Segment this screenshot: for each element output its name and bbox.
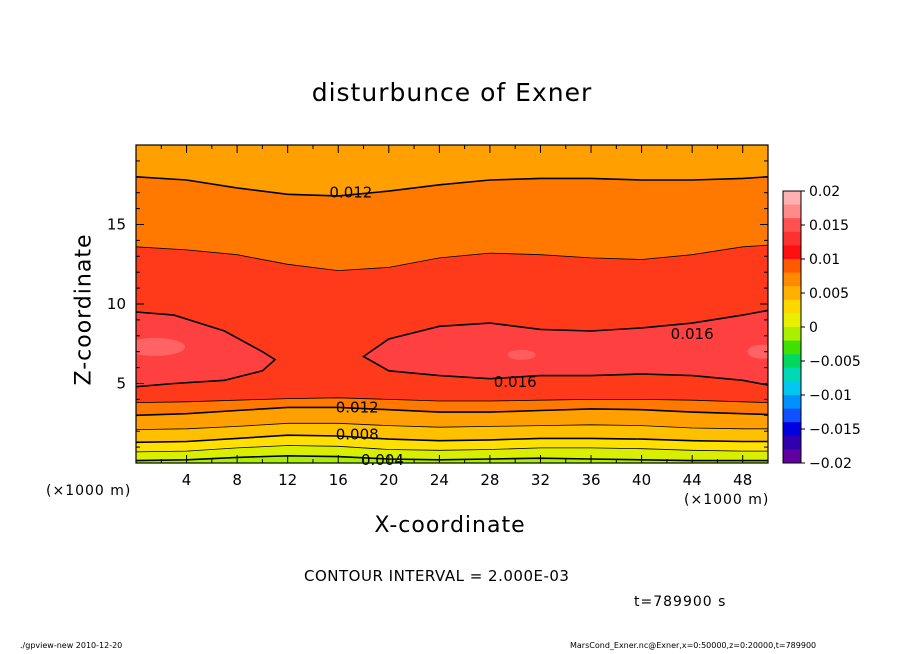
colorbar-swatch <box>783 408 801 423</box>
x-tick-label: 40 <box>632 471 651 489</box>
fill-spot-0.018-left <box>136 337 185 356</box>
fill-spot-0.018-right <box>747 344 768 359</box>
contour-line-0.008-2 <box>136 434 768 444</box>
footer-left: ./gpview-new 2010-12-20 <box>20 641 123 650</box>
chart-title: disturbunce of Exner <box>311 78 593 107</box>
contour-labels: 0.012 0.016 0.016 0.012 0.008 0.004 <box>329 184 714 469</box>
contour-line-0.014-5 <box>136 397 768 403</box>
contour-line-0.012-7 <box>136 176 768 197</box>
filled-contours <box>136 145 768 463</box>
colorbar-swatch <box>783 299 801 314</box>
colorbar-swatch <box>783 354 801 369</box>
colorbar-label: −0.015 <box>809 422 861 438</box>
fill-band-below-0.004 <box>136 455 768 463</box>
colorbar-label: −0.01 <box>809 388 852 404</box>
fill-spot-0.018-center <box>507 349 536 360</box>
colorbar-swatch <box>783 449 801 464</box>
contour-line-0.006-1 <box>136 445 768 453</box>
contour-label-0: 0.012 <box>329 184 372 202</box>
contour-line-0.016-closed-0 <box>136 311 277 388</box>
colorbar-swatch <box>783 340 801 355</box>
colorbar-swatch <box>783 286 801 301</box>
colorbar-label: 0 <box>809 320 818 336</box>
x-tick-label: 20 <box>379 471 398 489</box>
colorbar-swatch <box>783 422 801 437</box>
colorbar-swatch <box>783 231 801 246</box>
contour-interval-text: CONTOUR INTERVAL = 2.000E-03 <box>304 567 570 585</box>
colorbar-swatch <box>783 313 801 328</box>
contour-label-4: 0.008 <box>336 425 379 443</box>
x-tick-label: 28 <box>480 471 499 489</box>
fill-region-0.016-1 <box>363 310 768 386</box>
colorbar: 0.02 0.015 0.01 0.005 0 −0.005 −0.01 −0.015 −0.0… <box>782 184 861 472</box>
colorbar-swatch <box>783 272 801 287</box>
x-axis-ticks: 4 8 12 16 20 24 28 32 36 40 44 48 <box>160 145 752 489</box>
colorbar-swatch <box>783 395 801 410</box>
colorbar-swatch <box>783 245 801 260</box>
contour-line-0.016-closed-1 <box>361 309 768 386</box>
colorbar-swatch <box>783 367 801 382</box>
x-axis-unit: (×1000 m) <box>684 492 770 508</box>
colorbar-label: −0.02 <box>809 456 852 472</box>
colorbar-swatch <box>783 435 801 450</box>
colorbar-label: 0.01 <box>809 252 840 268</box>
x-tick-label: 24 <box>430 471 449 489</box>
y-tick-label: 15 <box>107 216 126 234</box>
contour-line-0.01-3 <box>136 422 768 430</box>
colorbar-swatch <box>783 191 801 206</box>
colorbar-swatch <box>783 327 801 342</box>
x-tick-label: 16 <box>329 471 348 489</box>
x-tick-label: 8 <box>232 471 242 489</box>
colorbar-label: 0.005 <box>809 286 849 302</box>
fill-region-0.016-0 <box>136 312 275 387</box>
contour-line-0.012-4 <box>136 406 768 417</box>
colorbar-swatch <box>783 204 801 219</box>
y-tick-label: 5 <box>116 375 126 393</box>
colorbar-label: 0.015 <box>809 218 849 234</box>
contour-label-2: 0.016 <box>494 373 537 391</box>
contour-label-5: 0.004 <box>361 451 404 469</box>
time-label: t=789900 s <box>634 594 727 610</box>
x-tick-label: 32 <box>531 471 550 489</box>
footer-right: MarsCond_Exner.nc@Exner,x=0:50000,z=0:20… <box>570 641 817 650</box>
y-axis-ticks: 5 10 15 <box>107 160 768 448</box>
y-tick-label: 10 <box>107 295 126 313</box>
colorbar-swatch <box>783 259 801 274</box>
x-tick-label: 48 <box>733 471 752 489</box>
colorbar-label: −0.005 <box>809 354 861 370</box>
contour-label-1: 0.016 <box>671 325 714 343</box>
x-tick-label: 44 <box>683 471 702 489</box>
x-tick-label: 12 <box>278 471 297 489</box>
colorbar-swatch <box>783 381 801 396</box>
contour-label-3: 0.012 <box>336 398 379 416</box>
colorbar-swatch <box>783 218 801 233</box>
y-axis-unit: (×1000 m) <box>46 483 132 499</box>
x-tick-label: 36 <box>581 471 600 489</box>
x-tick-label: 4 <box>182 471 192 489</box>
x-axis-label: X-coordinate <box>374 513 526 538</box>
colorbar-label: 0.02 <box>809 184 840 200</box>
contour-line-0.014-6 <box>136 244 768 272</box>
